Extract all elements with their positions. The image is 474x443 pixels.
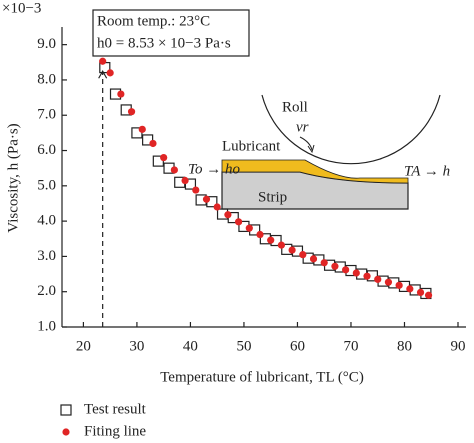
fit-point (424, 291, 433, 299)
lubricant-label: Lubricant (222, 138, 281, 154)
fit-point (117, 90, 125, 98)
outlet-label: TA → h (404, 163, 450, 179)
x-axis-label: Temperature of lubricant, TL (°C) (160, 369, 364, 385)
fit-point (170, 166, 178, 174)
y-tick-label: 7.0 (37, 107, 56, 123)
fit-point (202, 195, 211, 203)
fit-point (331, 262, 339, 270)
x-tick-label: 50 (236, 338, 251, 354)
fit-point (213, 203, 221, 211)
y-tick-label: 5.0 (37, 177, 56, 193)
strip-label: Strip (258, 189, 287, 205)
fit-point (138, 125, 146, 133)
h0-note: h0 = 8.53 × 10−3 Pa·s (97, 35, 231, 51)
fit-point (99, 57, 107, 65)
fit-point (299, 251, 307, 259)
legend-label: Test result (84, 401, 147, 417)
fit-point (395, 281, 403, 289)
y-tick-label: 1.0 (37, 318, 56, 334)
reference-arrow (98, 70, 108, 79)
x-tick-label: 90 (451, 338, 466, 354)
inset-diagram: Roll vr Lubricant To → ho TA → h Strip (188, 94, 450, 210)
x-tick-label: 20 (76, 338, 91, 354)
room-temp-note: Room temp.: 23°C (97, 13, 210, 29)
fit-point (256, 230, 264, 239)
fit-point (374, 275, 382, 283)
y-multiplier: ×10−3 (2, 0, 41, 16)
y-tick-label: 9.0 (37, 36, 56, 52)
y-tick-label: 8.0 (37, 71, 56, 87)
fit-point (384, 278, 393, 286)
fit-point (416, 288, 425, 297)
fit-point (406, 285, 414, 293)
y-tick-label: 6.0 (37, 142, 56, 158)
fit-point (149, 139, 157, 148)
fit-point (224, 211, 232, 219)
inlet-label: To → ho (188, 161, 240, 177)
fit-point (267, 236, 275, 244)
fit-point (309, 255, 318, 263)
fit-point (234, 218, 243, 226)
fit-point (181, 176, 189, 185)
annotation-box (92, 9, 250, 57)
fit-point (320, 259, 328, 267)
x-tick-label: 40 (183, 338, 198, 354)
fit-point (245, 224, 253, 232)
fit-point (192, 186, 200, 194)
vr-label: vr (296, 119, 309, 135)
fit-point (288, 246, 296, 254)
x-tick-label: 80 (397, 338, 412, 354)
y-tick-label: 3.0 (37, 248, 56, 264)
fit-point (352, 269, 360, 277)
x-tick-label: 60 (290, 338, 305, 354)
fit-point (277, 241, 286, 249)
fit-point (106, 69, 114, 77)
y-tick-label: 4.0 (37, 213, 56, 229)
fit-point (363, 272, 371, 280)
y-axis-label: Viscosity, h (Pa·s) (5, 123, 21, 232)
roll-label: Roll (282, 99, 308, 115)
x-tick-label: 30 (129, 338, 144, 354)
x-tick-label: 70 (343, 338, 358, 354)
y-tick-label: 2.0 (37, 283, 56, 299)
fit-point (342, 266, 350, 274)
fit-point (160, 153, 168, 162)
fit-point (127, 108, 136, 116)
legend-marker (60, 404, 72, 416)
legend-label: Fiting line (84, 423, 146, 439)
legend-marker (62, 428, 70, 436)
